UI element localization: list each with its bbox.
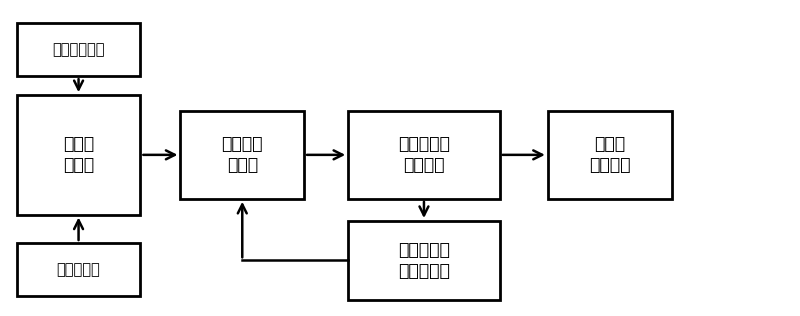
Bar: [17, 23, 141, 76]
Text: 单晶界
老化特性: 单晶界 老化特性: [589, 136, 630, 174]
Bar: [17, 243, 141, 296]
Bar: [348, 111, 500, 199]
Bar: [17, 95, 141, 215]
Text: 选择掩膜版: 选择掩膜版: [57, 262, 101, 277]
Bar: [348, 221, 500, 300]
Text: 光刻样
品表面: 光刻样 品表面: [63, 136, 94, 174]
Bar: [548, 111, 671, 199]
Text: 溅射金属
微电极: 溅射金属 微电极: [222, 136, 263, 174]
Text: 测量单晶界
伏安特性: 测量单晶界 伏安特性: [398, 136, 450, 174]
Text: 施加多次冲
击电流作用: 施加多次冲 击电流作用: [398, 241, 450, 280]
Text: 抛光样品表面: 抛光样品表面: [52, 42, 105, 57]
Bar: [180, 111, 304, 199]
